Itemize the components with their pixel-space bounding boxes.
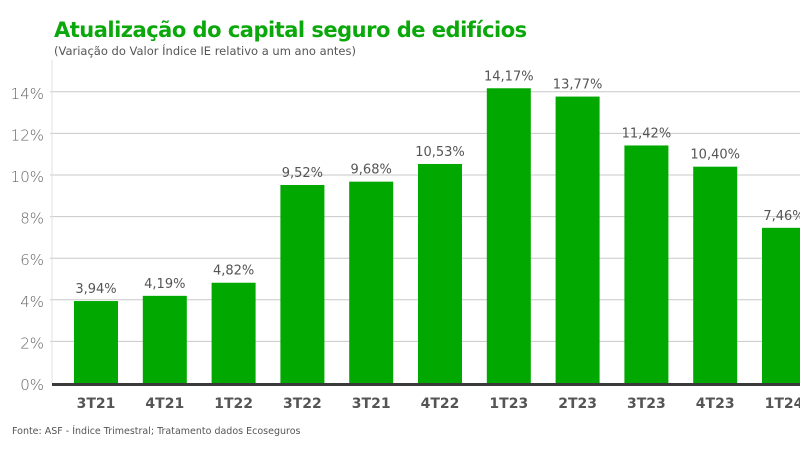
data-label: 9,68% xyxy=(351,163,392,178)
y-tick-label: 2% xyxy=(20,334,44,352)
bar xyxy=(211,282,256,383)
x-tick-label: 1T24 xyxy=(765,396,800,412)
x-tick-label: 1T23 xyxy=(489,396,528,412)
x-tick-label: 3T22 xyxy=(283,396,322,412)
data-label: 14,17% xyxy=(484,69,534,84)
bar xyxy=(74,301,118,383)
data-label: 4,19% xyxy=(144,277,185,292)
y-tick-label: 0% xyxy=(20,376,44,394)
data-label: 11,42% xyxy=(622,126,672,141)
x-tick-label: 4T23 xyxy=(696,396,735,412)
y-tick-label: 10% xyxy=(11,168,44,186)
source-note: Fonte: ASF - Índice Trimestral; Tratamen… xyxy=(12,426,301,437)
x-tick-label: 2T23 xyxy=(558,396,597,412)
bar xyxy=(349,181,394,383)
x-tick-label: 3T23 xyxy=(627,396,666,412)
data-label: 3,94% xyxy=(75,282,116,297)
data-label: 4,82% xyxy=(213,264,254,279)
data-label: 13,77% xyxy=(553,78,603,93)
bar xyxy=(486,88,531,383)
bar xyxy=(418,163,462,383)
x-tick-label: 4T21 xyxy=(145,396,184,412)
bar xyxy=(142,295,187,383)
data-label: 9,52% xyxy=(282,166,323,181)
x-tick-label: 3T21 xyxy=(352,396,391,412)
data-label: 7,46% xyxy=(763,209,800,224)
data-label: 10,53% xyxy=(415,145,465,160)
y-tick-label: 14% xyxy=(11,85,44,103)
y-tick-label: 12% xyxy=(11,126,44,144)
chart-subtitle: (Variação do Valor Índice IE relativo a … xyxy=(54,44,356,58)
x-tick-label: 3T21 xyxy=(77,396,116,412)
y-tick-label: 6% xyxy=(20,251,44,269)
bar xyxy=(624,145,669,383)
bar xyxy=(280,184,325,383)
x-tick-label: 1T22 xyxy=(214,396,253,412)
bar xyxy=(693,166,738,383)
bar xyxy=(555,96,600,384)
x-tick-label: 4T22 xyxy=(421,396,460,412)
chart-title: Atualização do capital seguro de edifíci… xyxy=(54,18,527,42)
bar xyxy=(762,227,800,383)
y-tick-label: 8% xyxy=(20,210,44,228)
data-label: 10,40% xyxy=(690,148,740,163)
y-tick-label: 4% xyxy=(20,293,44,311)
